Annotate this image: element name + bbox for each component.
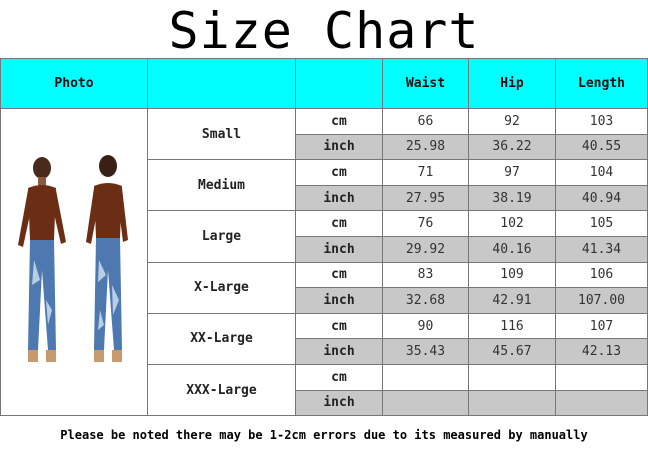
row-large-cm: Large cm 76 102 105 xyxy=(1,210,648,263)
header-hip: Hip xyxy=(468,58,556,109)
header-length: Length xyxy=(555,58,648,109)
hip-value: 109 xyxy=(468,261,556,289)
size-label: Small xyxy=(147,107,296,161)
unit-label: inch xyxy=(295,133,383,161)
waist-value: 83 xyxy=(382,261,469,289)
row-small-inch: inch 25.98 36.22 40.55 xyxy=(1,133,648,161)
unit-label: cm xyxy=(295,108,383,135)
waist-value: 32.68 xyxy=(382,287,469,314)
length-value: 40.55 xyxy=(555,133,648,161)
length-value: 104 xyxy=(555,159,648,186)
hip-value: 102 xyxy=(468,210,556,237)
length-value: 106 xyxy=(555,261,648,289)
size-label: XX-Large xyxy=(147,312,296,365)
unit-label: inch xyxy=(295,287,383,314)
model-front xyxy=(18,157,66,363)
waist-value: 66 xyxy=(382,108,469,135)
row-small-cm: Small cm 66 92 103 xyxy=(0,107,648,417)
waist-value: 90 xyxy=(382,312,469,340)
row-x-large-inch: inch 32.68 42.91 107.00 xyxy=(1,287,648,314)
unit-label: cm xyxy=(295,159,383,186)
length-value xyxy=(555,363,648,391)
unit-label: cm xyxy=(295,363,383,391)
unit-label: inch xyxy=(295,338,383,365)
size-table: Photo Waist Hip Length Small cm 66 92 103 inc… xyxy=(0,58,648,417)
waist-value xyxy=(382,363,469,391)
size-label: X-Large xyxy=(147,261,296,314)
unit-label: inch xyxy=(295,184,383,212)
product-photo xyxy=(0,107,148,417)
hip-value: 40.16 xyxy=(468,235,556,263)
waist-value: 71 xyxy=(382,159,469,186)
waist-value: 76 xyxy=(382,210,469,237)
row-medium-inch: inch 27.95 38.19 40.94 xyxy=(1,184,648,212)
size-label: XXX-Large xyxy=(147,363,296,417)
header-waist: Waist xyxy=(382,58,469,109)
unit-label: cm xyxy=(295,210,383,237)
length-value: 107 xyxy=(555,312,648,340)
waist-value: 25.98 xyxy=(382,133,469,161)
footer-note: Please be noted there may be 1-2cm error… xyxy=(60,428,588,442)
row-xxx-large-inch: inch xyxy=(1,389,648,417)
unit-label: cm xyxy=(295,261,383,289)
waist-value xyxy=(382,389,469,417)
row-xx-large-inch: inch 35.43 45.67 42.13 xyxy=(1,338,648,365)
hip-value: 92 xyxy=(468,108,556,135)
page-title: Size Chart xyxy=(168,2,480,60)
header-row: Photo Waist Hip Length xyxy=(0,58,648,109)
model-back xyxy=(86,155,128,363)
hip-value: 116 xyxy=(468,312,556,340)
waist-value: 35.43 xyxy=(382,338,469,365)
length-value: 107.00 xyxy=(555,287,648,314)
length-value: 103 xyxy=(555,108,648,135)
header-size xyxy=(147,58,296,109)
length-value: 40.94 xyxy=(555,184,648,212)
length-value: 42.13 xyxy=(555,338,648,365)
hip-value: 36.22 xyxy=(468,133,556,161)
unit-label: cm xyxy=(295,312,383,340)
unit-label: inch xyxy=(295,235,383,263)
header-photo: Photo xyxy=(0,58,148,109)
header-unit xyxy=(295,58,383,109)
hip-value: 42.91 xyxy=(468,287,556,314)
row-medium-cm: Medium cm 71 97 104 xyxy=(1,159,648,212)
hip-value: 45.67 xyxy=(468,338,556,365)
waist-value: 29.92 xyxy=(382,235,469,263)
size-label: Large xyxy=(147,210,296,263)
size-label: Medium xyxy=(147,159,296,212)
hip-value: 38.19 xyxy=(468,184,556,212)
unit-label: inch xyxy=(295,389,383,417)
length-value xyxy=(555,389,648,417)
waist-value: 27.95 xyxy=(382,184,469,212)
hip-value xyxy=(468,363,556,391)
hip-value xyxy=(468,389,556,417)
hip-value: 97 xyxy=(468,159,556,186)
length-value: 41.34 xyxy=(555,235,648,263)
length-value: 105 xyxy=(555,210,648,237)
